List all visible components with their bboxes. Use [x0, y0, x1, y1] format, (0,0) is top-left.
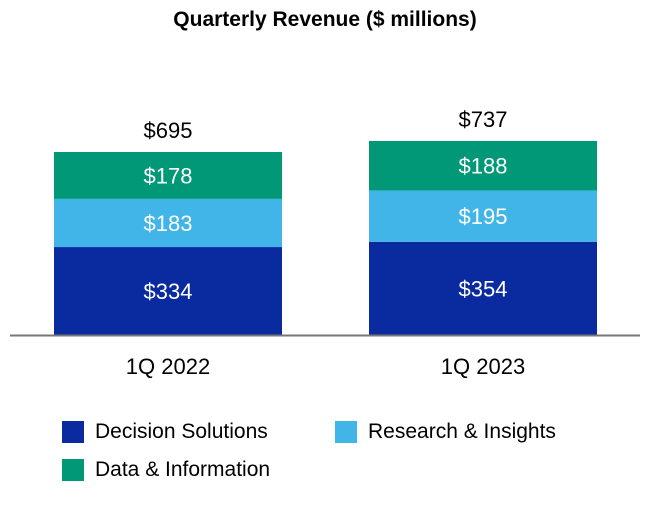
data-label: $334 — [144, 279, 193, 304]
data-label: $178 — [144, 163, 193, 188]
chart-title: Quarterly Revenue ($ millions) — [173, 8, 477, 31]
total-label: $695 — [144, 118, 193, 143]
bar-segment — [369, 241, 597, 335]
bar-segment — [369, 190, 597, 242]
x-tick-label: 1Q 2022 — [126, 354, 210, 379]
bar-segment — [54, 152, 282, 199]
bar-segment — [369, 140, 597, 191]
data-label: $354 — [459, 276, 508, 301]
plot-area: $334 $183 $178 $695 1Q 2022 $354 $195 $188 $737 1… — [10, 107, 640, 379]
legend-label: Data & Information — [95, 458, 271, 481]
bar-segment — [54, 198, 282, 248]
data-label: $188 — [459, 154, 508, 179]
bar-segment — [54, 247, 282, 335]
legend-item-data-information: Data & Information — [62, 458, 270, 482]
legend-item-decision-solutions: Decision Solutions — [62, 420, 268, 444]
legend-swatch — [62, 421, 84, 443]
legend-swatch — [62, 459, 84, 481]
legend-item-research-insights: Research & Insights — [335, 420, 556, 444]
legend-label: Decision Solutions — [95, 420, 268, 443]
legend-label: Research & Insights — [368, 420, 556, 443]
x-tick-label: 1Q 2023 — [441, 354, 525, 379]
data-label: $183 — [144, 211, 193, 236]
total-label: $737 — [459, 107, 508, 132]
legend-swatch — [335, 421, 357, 443]
data-label: $195 — [459, 204, 508, 229]
